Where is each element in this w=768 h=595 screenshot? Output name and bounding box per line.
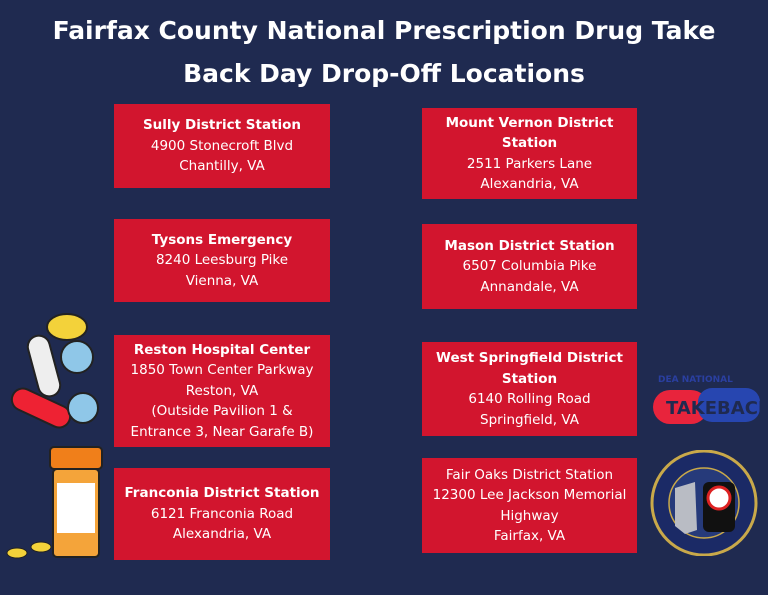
badge-icon	[675, 482, 697, 534]
location-card: West Springfield District Station 6140 Ro…	[422, 342, 637, 436]
yellow-pill-icon	[46, 313, 88, 341]
address-line: Highway	[500, 507, 559, 524]
pills-illustration	[6, 313, 103, 559]
svg-text:TAKEBACK: TAKEBACK	[666, 398, 763, 419]
address-line: Vienna, VA	[185, 272, 259, 289]
address-line: Reston, VA	[185, 382, 259, 399]
police-seal-logo	[650, 450, 758, 556]
address-line: 4900 Stonecroft Blvd	[150, 137, 294, 154]
address-line: 6121 Franconia Road	[150, 505, 294, 522]
address-line: (Outside Pavilion 1 &	[151, 403, 293, 420]
pill-bottle-cap-icon	[49, 446, 103, 470]
location-card: Tysons Emergency 8240 Leesburg Pike Vienna…	[114, 219, 330, 302]
capsule-icon	[26, 334, 62, 398]
page-title: Fairfax County National Prescription Dru…	[0, 9, 768, 95]
address-line: 6507 Columbia Pike	[462, 258, 597, 275]
address-line: 6140 Rolling Road	[468, 391, 591, 407]
location-name: Sully District Station	[142, 117, 302, 134]
address-line: Springfield, VA	[480, 411, 579, 428]
location-name: Mason District Station	[444, 237, 615, 254]
location-name: Franconia District Station	[124, 485, 320, 502]
location-name: Mount Vernon District Station	[445, 114, 614, 152]
title-line-1: Fairfax County National Prescription Dru…	[52, 16, 716, 45]
location-card: Reston Hospital Center 1850 Town Center P…	[114, 335, 330, 447]
location-name: Fair Oaks District Station	[445, 466, 614, 483]
address-line: Chantilly, VA	[179, 158, 265, 175]
location-name: Reston Hospital Center	[133, 341, 311, 358]
location-card: Mason District Station 6507 Columbia Pike…	[422, 224, 637, 309]
address-line: Annandale, VA	[480, 278, 579, 295]
title-line-2: Back Day Drop-Off Locations	[183, 59, 585, 88]
address-line: 2511 Parkers Lane	[466, 155, 593, 172]
address-line: Alexandria, VA	[172, 526, 272, 543]
location-card: Franconia District Station 6121 Franconia…	[114, 468, 330, 560]
address-line: Fairfax, VA	[493, 528, 566, 544]
address-line: 8240 Leesburg Pike	[155, 252, 289, 269]
location-name: Tysons Emergency	[151, 231, 293, 248]
svg-text:DEA NATIONAL: DEA NATIONAL	[658, 375, 733, 385]
address-line: 12300 Lee Jackson Memorial	[432, 487, 627, 503]
takeback-logo: DEA NATIONAL TAKEBACK	[653, 375, 763, 424]
address-line: 1850 Town Center Parkway	[130, 362, 314, 379]
address-line: Alexandria, VA	[480, 176, 579, 192]
red-capsule-icon	[10, 387, 72, 429]
blue-pill-icon	[60, 340, 94, 374]
location-name: West Springfield District Station	[436, 350, 623, 387]
address-line: Entrance 3, Near Garafe B)	[130, 423, 314, 440]
location-card: Fair Oaks District Station 12300 Lee Jack…	[422, 458, 637, 553]
location-card: Sully District Station 4900 Stonecroft Bl…	[114, 104, 330, 188]
location-card: Mount Vernon District Station 2511 Parker…	[422, 108, 637, 199]
